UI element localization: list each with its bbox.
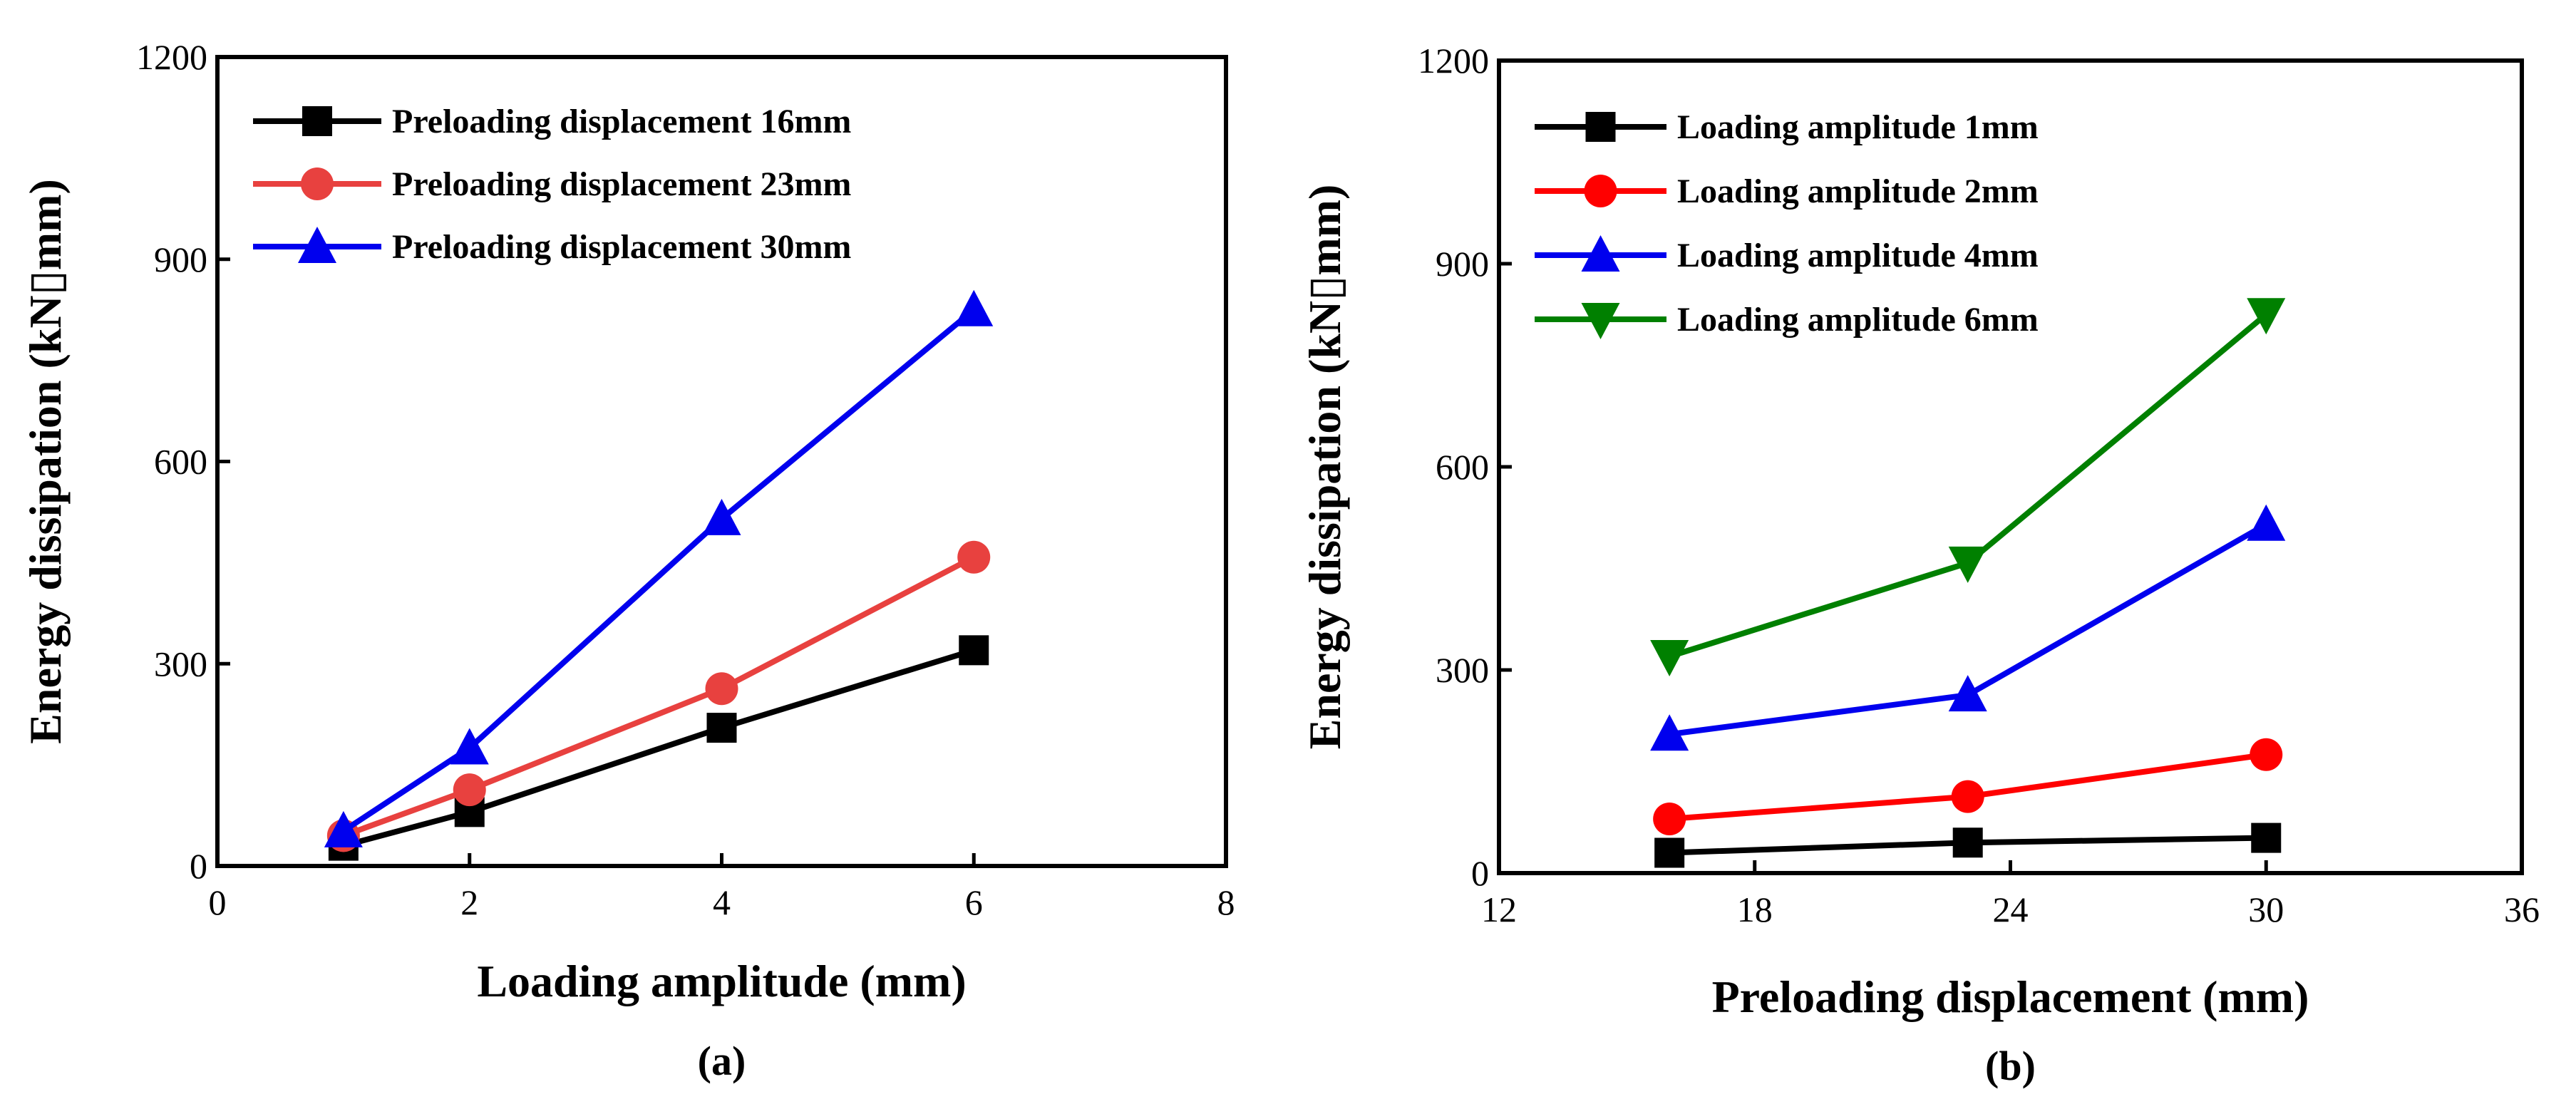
x-tick-label: 4 — [713, 882, 731, 922]
data-point-series-3 — [1948, 546, 1987, 583]
chart-panel-b: 12 18 24 30 36 0 300 600 900 1200 Preloading displ… — [1299, 41, 2540, 1089]
data-point-series-3 — [2247, 298, 2286, 335]
y-tick-label: 0 — [1471, 853, 1489, 893]
legend-marker-2 — [1581, 235, 1620, 272]
chart-panel-a: 0 2 4 6 8 0 300 600 900 1200 Loading amplitude (mm… — [20, 37, 1235, 1084]
series-line-2 — [341, 307, 976, 834]
data-point-series-0 — [2251, 822, 2282, 853]
data-point-series-1 — [453, 773, 486, 807]
data-point-series-2 — [1948, 675, 1987, 712]
data-point-series-1 — [1951, 780, 1984, 813]
data-point-series-2 — [450, 728, 489, 765]
x-tick-label: 6 — [965, 882, 983, 922]
data-point-series-2 — [702, 498, 741, 535]
data-point-series-3 — [1650, 640, 1689, 676]
data-point-series-1 — [1653, 803, 1686, 835]
panel-label: (b) — [1985, 1043, 2036, 1089]
legend-marker-1 — [301, 167, 334, 200]
legend-marker-0 — [302, 106, 332, 136]
y-axis-label: Energy dissipation (kN▯mm) — [1299, 185, 1350, 750]
y-tick-label: 300 — [154, 644, 207, 684]
y-tick-label: 600 — [154, 442, 207, 482]
y-axis-label: Energy dissipation (kN▯mm) — [20, 179, 71, 744]
x-tick-label: 18 — [1737, 889, 1773, 929]
y-tick-label: 1200 — [1418, 41, 1489, 81]
x-tick-label: 8 — [1217, 882, 1235, 922]
legend-label-1: Loading amplitude 2mm — [1677, 172, 2039, 210]
series-line-1 — [342, 555, 976, 839]
data-point-series-1 — [705, 672, 738, 706]
legend-label-1: Preloading displacement 23mm — [392, 165, 851, 203]
x-axis-label: Preloading displacement (mm) — [1712, 971, 2309, 1022]
legend-marker-2 — [298, 227, 336, 263]
data-point-series-2 — [324, 810, 363, 847]
x-tick-label: 24 — [1993, 889, 2029, 929]
series-line-0 — [342, 647, 975, 849]
data-point-series-2 — [2247, 504, 2286, 541]
y-tick-label: 900 — [154, 239, 207, 279]
x-tick-label: 2 — [460, 882, 478, 922]
y-tick-label: 900 — [1436, 244, 1489, 284]
data-point-series-0 — [1952, 827, 1983, 858]
legend-marker-1 — [1584, 175, 1617, 207]
x-tick-label: 12 — [1481, 889, 1517, 929]
legend-label-2: Loading amplitude 4mm — [1677, 237, 2039, 274]
data-point-series-0 — [959, 635, 989, 666]
legend-label-0: Loading amplitude 1mm — [1677, 108, 2039, 146]
y-tick-label: 300 — [1436, 650, 1489, 690]
panel-label: (a) — [698, 1038, 746, 1084]
legend-label-3: Loading amplitude 6mm — [1677, 301, 2039, 339]
data-point-series-1 — [2250, 738, 2283, 771]
legend-label-0: Preloading displacement 16mm — [392, 103, 851, 140]
x-tick-label: 30 — [2248, 889, 2284, 929]
y-tick-label: 1200 — [136, 37, 207, 77]
data-point-series-2 — [1650, 714, 1689, 751]
x-axis-label: Loading amplitude (mm) — [477, 956, 966, 1006]
data-point-series-1 — [957, 540, 991, 574]
legend-marker-3 — [1581, 303, 1620, 339]
series-line-3 — [1668, 312, 2268, 659]
data-point-series-0 — [1654, 837, 1685, 868]
data-point-series-2 — [954, 289, 994, 326]
y-tick-label: 600 — [1436, 447, 1489, 487]
legend-marker-0 — [1585, 112, 1616, 142]
x-tick-label: 0 — [209, 882, 227, 922]
x-tick-label: 36 — [2504, 889, 2540, 929]
legend-label-2: Preloading displacement 30mm — [392, 228, 851, 266]
data-point-series-0 — [706, 713, 737, 743]
y-tick-label: 0 — [190, 846, 207, 886]
